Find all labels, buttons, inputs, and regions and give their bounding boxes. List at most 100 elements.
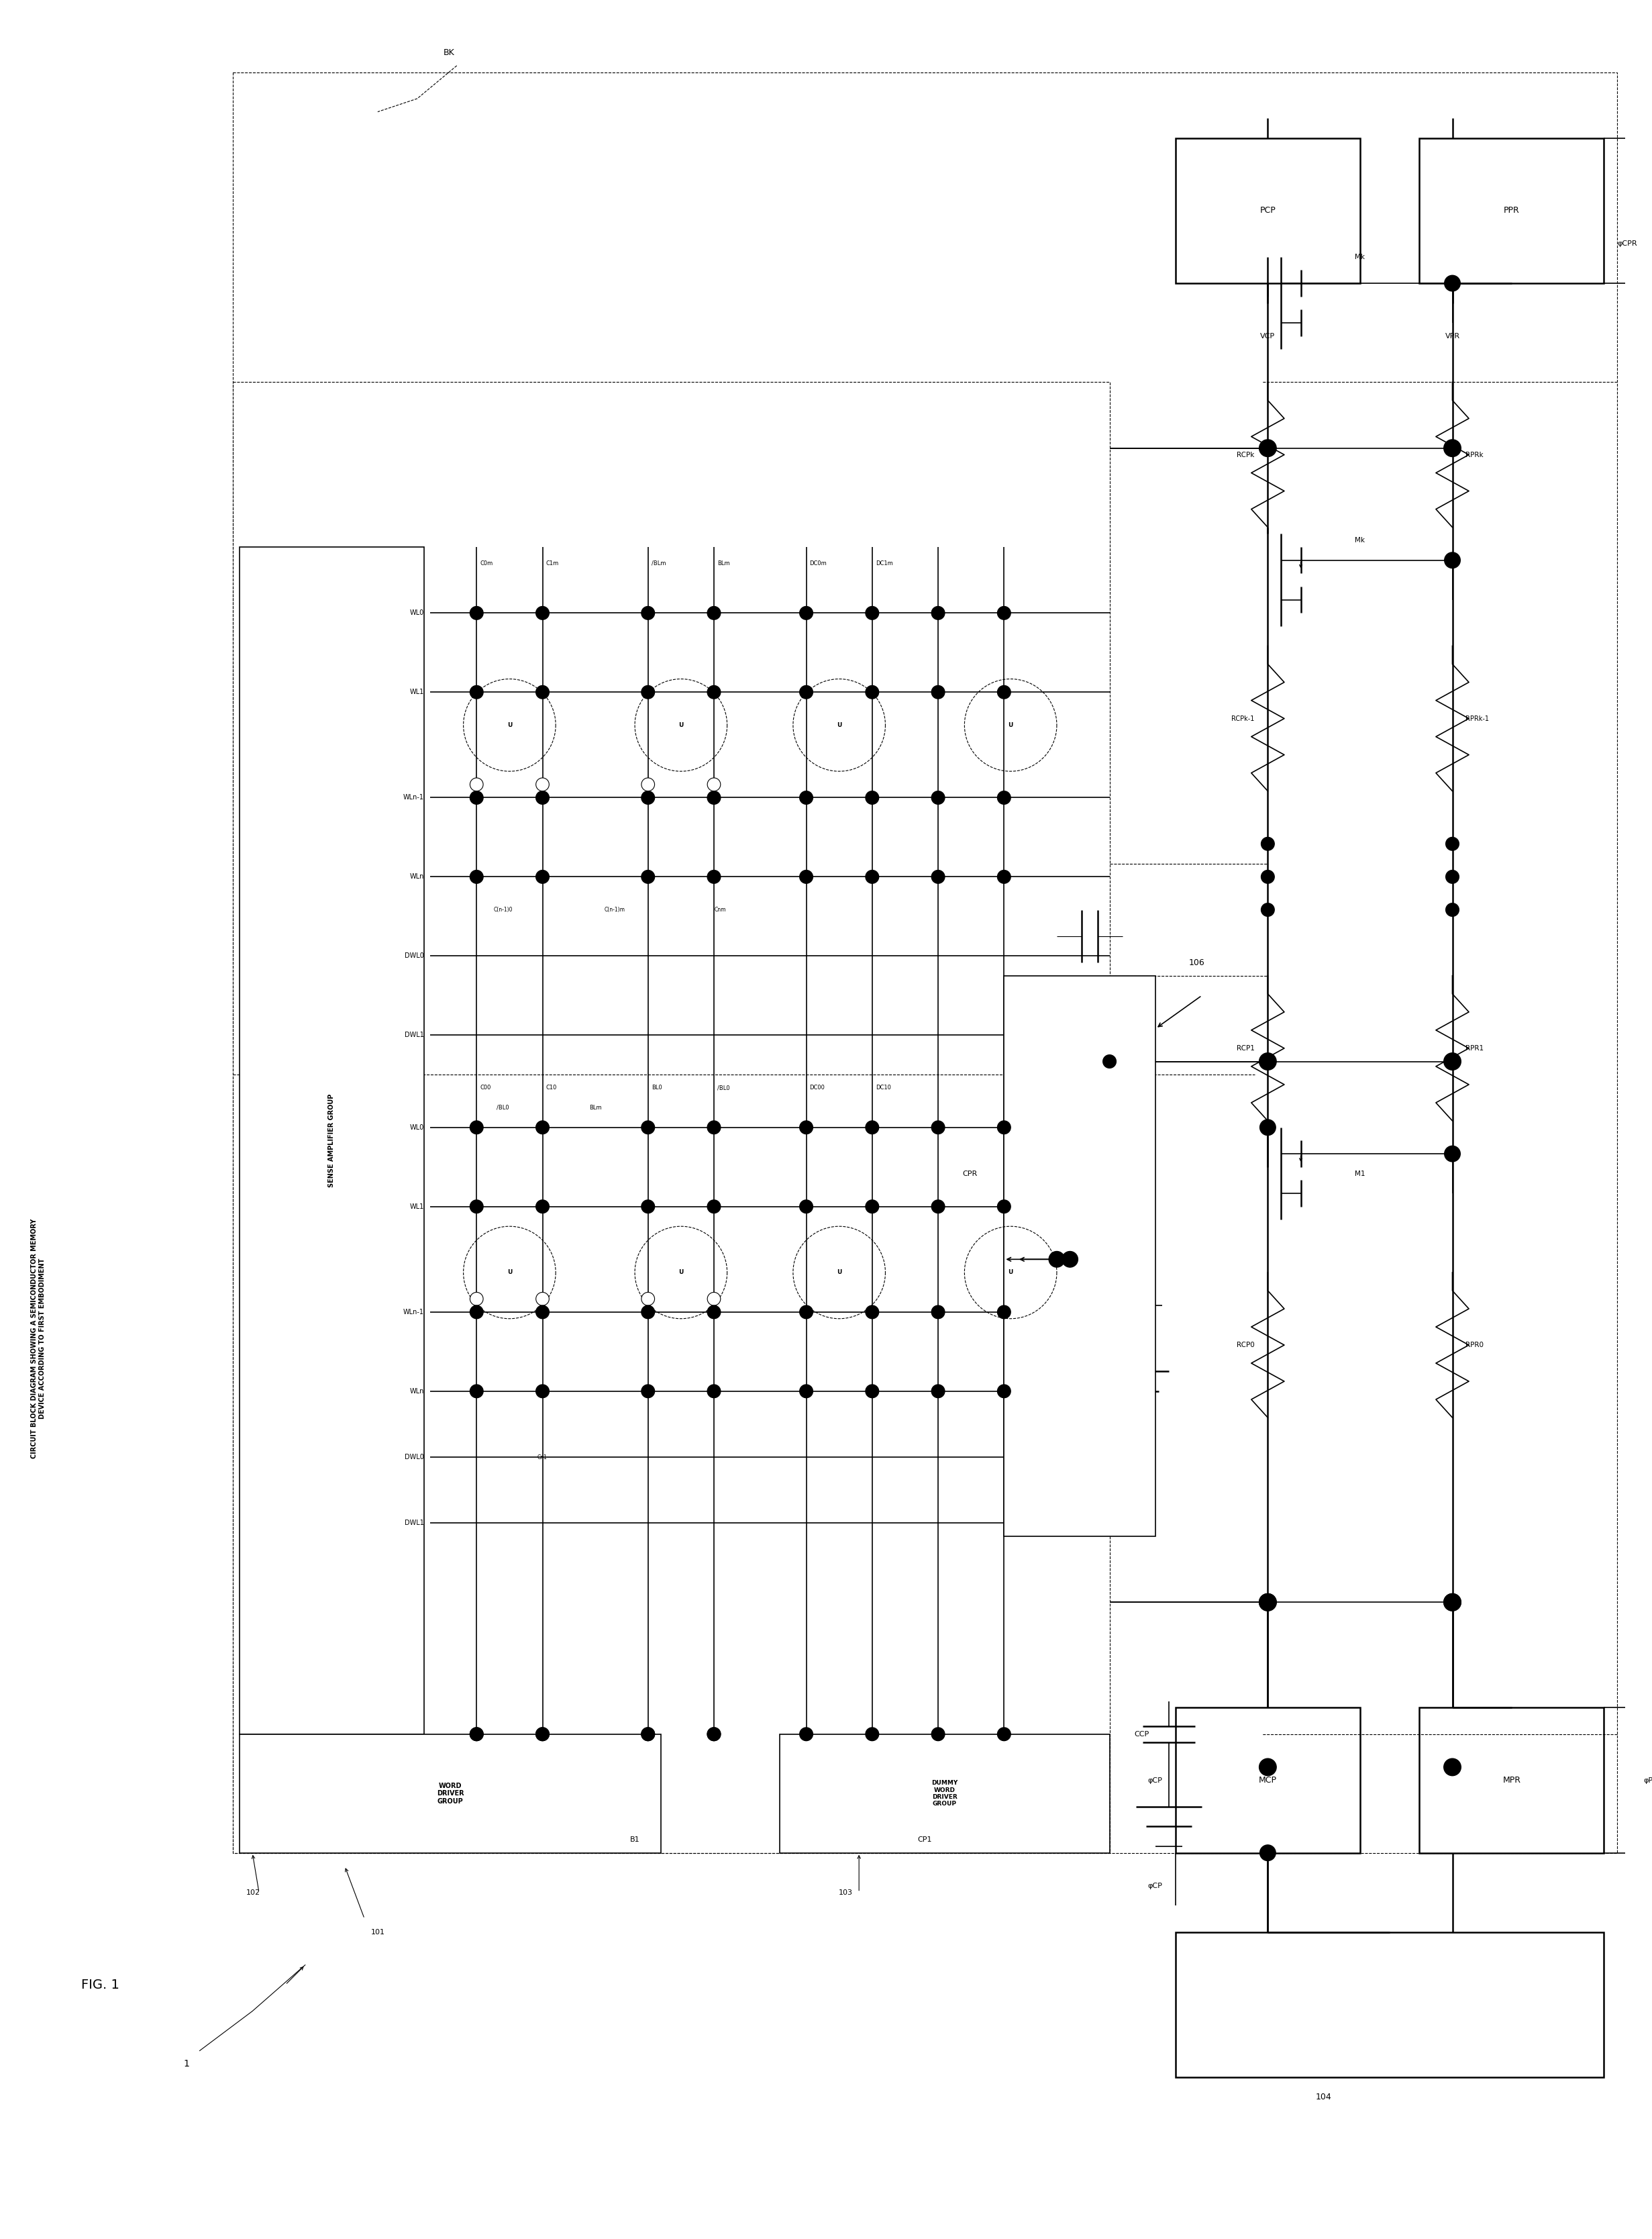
Circle shape xyxy=(1444,1594,1460,1610)
Circle shape xyxy=(469,1200,482,1214)
Text: 103: 103 xyxy=(839,1890,852,1896)
Circle shape xyxy=(800,1200,813,1214)
Circle shape xyxy=(535,1305,548,1319)
Text: WL1: WL1 xyxy=(410,1202,425,1209)
Circle shape xyxy=(800,607,813,620)
Circle shape xyxy=(1446,837,1459,851)
Text: WORD
DRIVER
GROUP: WORD DRIVER GROUP xyxy=(436,1782,464,1805)
Text: DC0m: DC0m xyxy=(809,560,826,566)
Text: 104: 104 xyxy=(1317,2093,1332,2100)
Circle shape xyxy=(1062,1252,1077,1267)
Circle shape xyxy=(641,1384,654,1397)
Circle shape xyxy=(641,871,654,884)
Text: B1: B1 xyxy=(629,1836,639,1843)
Circle shape xyxy=(866,790,879,804)
Circle shape xyxy=(1260,441,1275,457)
Circle shape xyxy=(1444,553,1460,569)
Circle shape xyxy=(998,1200,1011,1214)
Text: Mk: Mk xyxy=(1355,537,1365,544)
Circle shape xyxy=(866,1122,879,1133)
Text: CIRCUIT BLOCK DIAGRAM SHOWING A SEMICONDUCTOR MEMORY
DEVICE ACCORDING TO FIRST E: CIRCUIT BLOCK DIAGRAM SHOWING A SEMICOND… xyxy=(31,1218,45,1458)
Text: C(n-1)m: C(n-1)m xyxy=(605,907,626,914)
Text: /BLm: /BLm xyxy=(651,560,666,566)
Text: SENSE AMPLIFIER GROUP: SENSE AMPLIFIER GROUP xyxy=(329,1095,335,1187)
Text: BLm: BLm xyxy=(717,560,730,566)
Bar xyxy=(1419,139,1604,284)
Circle shape xyxy=(641,1292,654,1305)
Circle shape xyxy=(535,871,548,884)
Circle shape xyxy=(998,1305,1011,1319)
Circle shape xyxy=(932,1384,945,1397)
Text: Cnm: Cnm xyxy=(715,907,727,914)
Text: CP1: CP1 xyxy=(919,1836,932,1843)
Circle shape xyxy=(707,871,720,884)
Circle shape xyxy=(469,1292,482,1305)
Circle shape xyxy=(707,1122,720,1133)
Circle shape xyxy=(998,1384,1011,1397)
Circle shape xyxy=(707,1292,720,1305)
Text: 1: 1 xyxy=(183,2060,190,2069)
Text: BL0: BL0 xyxy=(651,1086,662,1090)
Text: φCP: φCP xyxy=(1148,1883,1163,1890)
Circle shape xyxy=(641,790,654,804)
Circle shape xyxy=(932,1729,945,1740)
Circle shape xyxy=(1444,439,1460,457)
Circle shape xyxy=(932,871,945,884)
Text: WLn-1: WLn-1 xyxy=(403,795,425,802)
Circle shape xyxy=(535,1200,548,1214)
Circle shape xyxy=(1444,275,1460,291)
Text: WL1: WL1 xyxy=(410,690,425,696)
Circle shape xyxy=(469,685,482,699)
Circle shape xyxy=(1446,902,1459,916)
Text: WL0: WL0 xyxy=(410,1124,425,1131)
Circle shape xyxy=(1259,1758,1277,1776)
Text: VCP: VCP xyxy=(1260,334,1275,340)
Circle shape xyxy=(932,790,945,804)
Text: U: U xyxy=(679,1270,684,1276)
Circle shape xyxy=(1444,1594,1460,1610)
Text: CCP: CCP xyxy=(1135,1731,1150,1737)
Circle shape xyxy=(1260,1055,1275,1070)
Text: U: U xyxy=(1008,1270,1013,1276)
Bar xyxy=(1419,1708,1604,1854)
Circle shape xyxy=(469,790,482,804)
Circle shape xyxy=(1259,1594,1277,1610)
Circle shape xyxy=(535,1384,548,1397)
Circle shape xyxy=(1260,1120,1275,1135)
Circle shape xyxy=(1444,441,1460,457)
Text: VPR: VPR xyxy=(1446,334,1460,340)
Bar xyxy=(240,546,425,1735)
Text: Mk: Mk xyxy=(1355,253,1365,260)
Circle shape xyxy=(707,685,720,699)
Circle shape xyxy=(866,871,879,884)
Circle shape xyxy=(707,1200,720,1214)
Circle shape xyxy=(641,1200,654,1214)
Circle shape xyxy=(1444,1052,1460,1070)
Text: WLn: WLn xyxy=(410,1388,425,1395)
Bar xyxy=(1176,1708,1360,1854)
Circle shape xyxy=(800,790,813,804)
Text: BLm: BLm xyxy=(590,1104,601,1111)
Text: RPR0: RPR0 xyxy=(1465,1341,1483,1348)
Circle shape xyxy=(800,1305,813,1319)
Text: DC10: DC10 xyxy=(876,1086,890,1090)
Text: C00: C00 xyxy=(479,1086,491,1090)
Circle shape xyxy=(998,607,1011,620)
Text: /BL0: /BL0 xyxy=(717,1086,730,1090)
Circle shape xyxy=(707,607,720,620)
Text: DWL0: DWL0 xyxy=(405,1453,425,1460)
Text: 106: 106 xyxy=(1189,958,1204,967)
Circle shape xyxy=(932,685,945,699)
Circle shape xyxy=(535,790,548,804)
Text: M1: M1 xyxy=(1355,1171,1365,1178)
Circle shape xyxy=(800,1122,813,1133)
Circle shape xyxy=(866,1200,879,1214)
Text: DWL1: DWL1 xyxy=(405,1032,425,1039)
Circle shape xyxy=(707,1305,720,1319)
Circle shape xyxy=(707,1729,720,1740)
Circle shape xyxy=(535,685,548,699)
Circle shape xyxy=(469,777,482,790)
Text: DWL1: DWL1 xyxy=(405,1520,425,1527)
Circle shape xyxy=(998,790,1011,804)
Text: C1m: C1m xyxy=(545,560,558,566)
